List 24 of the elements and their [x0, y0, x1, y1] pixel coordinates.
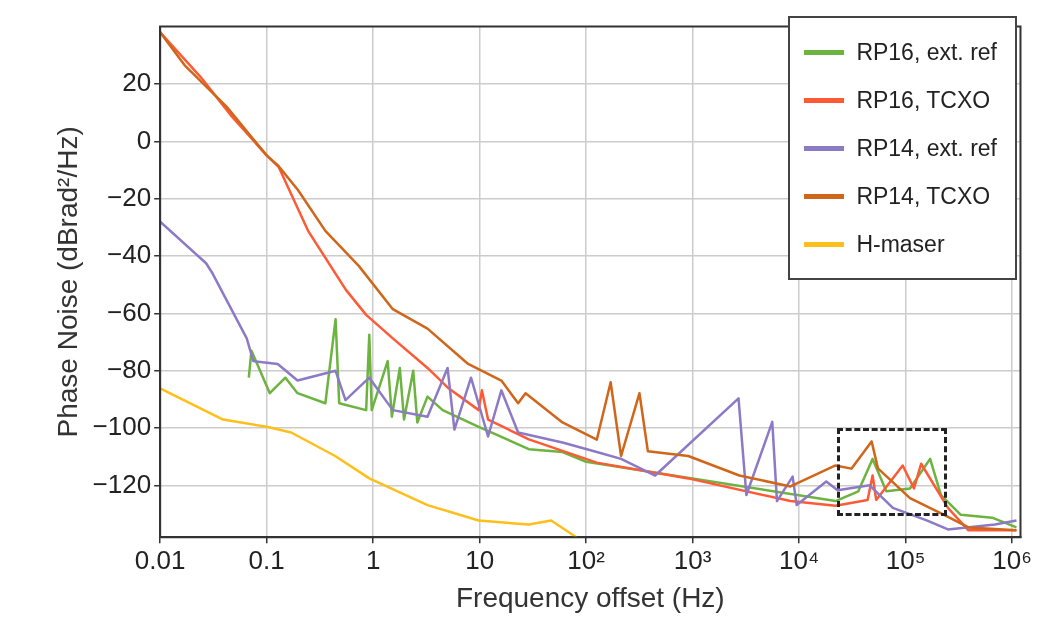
x-axis-title: Frequency offset (Hz)	[455, 581, 725, 613]
x-tick-label: 0.01	[134, 544, 186, 575]
legend-label: RP14, TCXO	[856, 182, 991, 210]
legend-label: RP14, ext. ref	[856, 134, 997, 162]
x-tick-label: 1	[365, 544, 381, 575]
y-tick-label: −60	[107, 296, 152, 327]
x-tick-label: 10	[465, 544, 495, 575]
y-tick-label: −20	[107, 181, 152, 212]
x-tick-label: 10⁶	[992, 544, 1032, 575]
x-tick-label: 10⁴	[779, 544, 820, 575]
y-tick-label: −120	[92, 468, 152, 499]
x-tick-label: 0.1	[248, 544, 285, 575]
y-axis-title: Phase Noise (dBrad²/Hz)	[51, 126, 83, 438]
y-tick-label: −100	[92, 411, 152, 442]
x-tick-label: 10²	[567, 544, 606, 575]
legend-label: RP16, ext. ref	[856, 38, 997, 66]
y-tick-label: −40	[107, 239, 152, 270]
legend-label: RP16, TCXO	[856, 86, 991, 114]
x-tick-label: 10³	[673, 544, 712, 575]
x-tick-label: 10⁵	[885, 544, 926, 575]
legend-label: H-maser	[856, 230, 945, 258]
y-tick-label: 20	[122, 67, 152, 98]
y-tick-label: 0	[136, 124, 152, 155]
y-tick-label: −80	[107, 354, 152, 384]
